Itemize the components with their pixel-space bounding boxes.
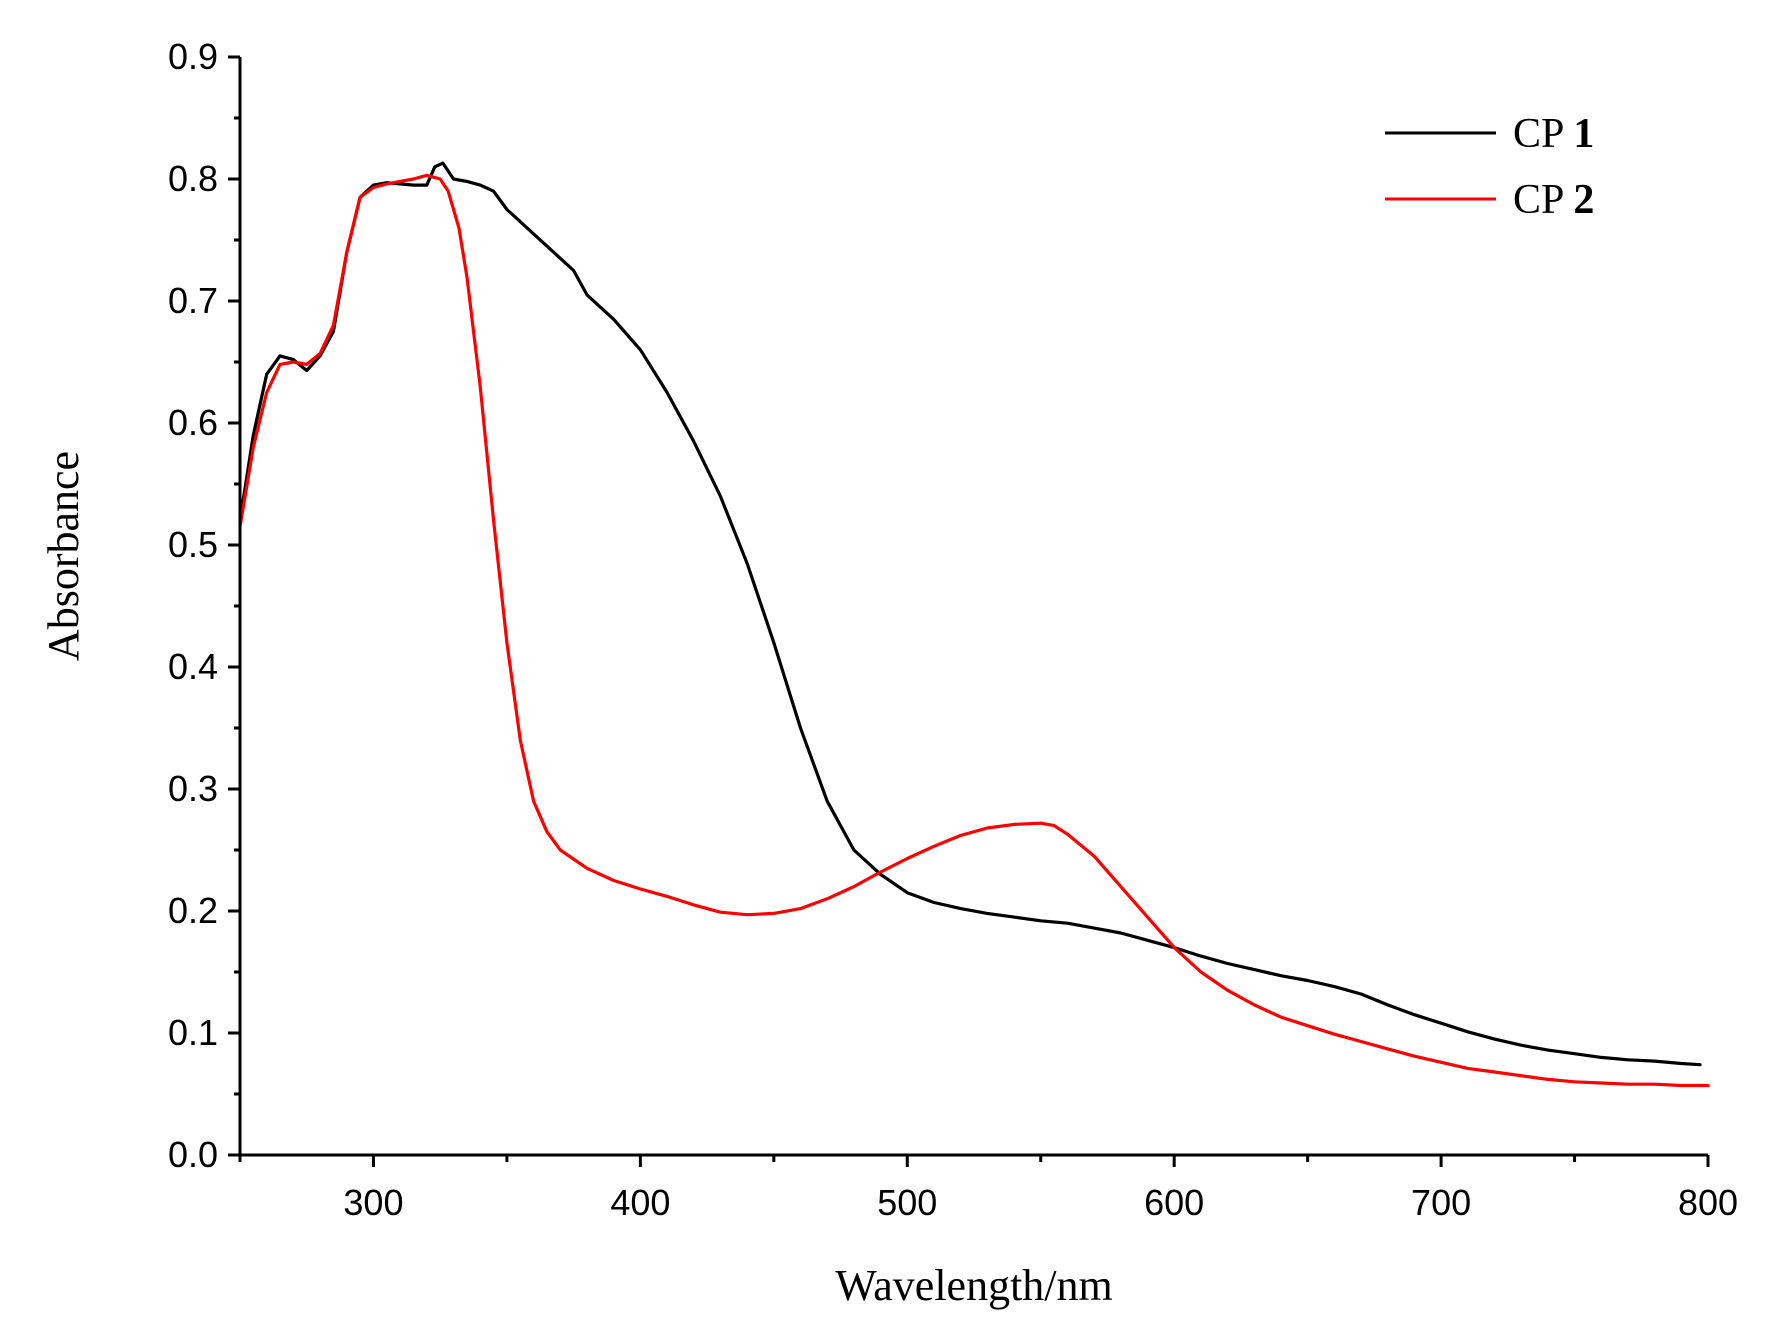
y-tick-label: 0.3 <box>168 768 218 809</box>
x-tick-label: 600 <box>1144 1182 1204 1223</box>
x-tick-label: 400 <box>610 1182 670 1223</box>
legend-label-cp2: CP 2 <box>1513 177 1594 223</box>
legend-entry-cp2: CP 2 <box>1385 177 1594 223</box>
legend-number-cp2: 2 <box>1573 177 1594 223</box>
legend: CP 1 CP 2 <box>1385 111 1594 223</box>
series-line-cp2 <box>238 173 1710 1088</box>
x-tick-label: 500 <box>877 1182 937 1223</box>
x-tick-label: 700 <box>1411 1182 1471 1223</box>
legend-label-cp1: CP 1 <box>1513 111 1594 157</box>
legend-prefix-cp2: CP <box>1513 177 1573 223</box>
plot-area: 0.0 0.1 0.2 0.3 0.4 0.5 0.6 0.7 0.8 0.9 300 400 500 6… <box>168 36 1738 1223</box>
y-tick-label: 0.6 <box>168 402 218 443</box>
legend-entry-cp1: CP 1 <box>1385 111 1594 157</box>
ticks-layer: 0.0 0.1 0.2 0.3 0.4 0.5 0.6 0.7 0.8 0.9 300 400 500 6… <box>168 36 1738 1223</box>
y-tick-label: 0.1 <box>168 1012 218 1053</box>
y-tick-label: 0.0 <box>168 1134 218 1175</box>
y-tick-label: 0.9 <box>168 36 218 77</box>
series-line-cp1 <box>238 161 1702 1067</box>
y-tick-label: 0.2 <box>168 890 218 931</box>
y-tick-label: 0.5 <box>168 524 218 565</box>
x-axis-title: Wavelength/nm <box>835 1261 1113 1310</box>
y-tick-label: 0.4 <box>168 646 218 687</box>
legend-prefix-cp1: CP <box>1513 111 1573 157</box>
x-tick-label: 300 <box>343 1182 403 1223</box>
x-tick-label: 800 <box>1678 1182 1738 1223</box>
legend-number-cp1: 1 <box>1573 111 1594 157</box>
series-layer <box>238 161 1710 1088</box>
y-axis-title: Absorbance <box>39 451 88 661</box>
y-tick-label: 0.8 <box>168 158 218 199</box>
y-tick-label: 0.7 <box>168 280 218 321</box>
